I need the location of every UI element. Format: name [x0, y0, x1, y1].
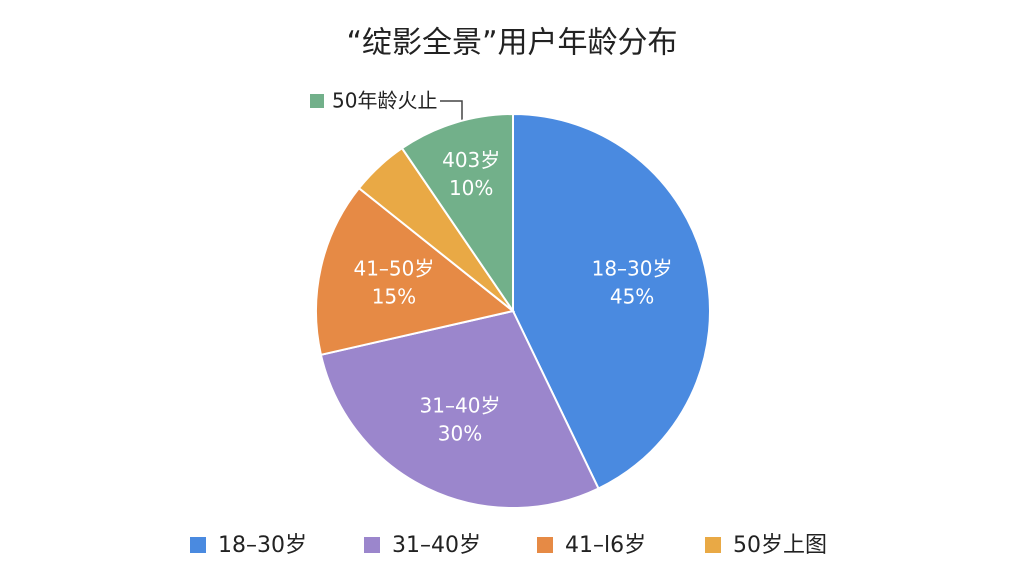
slice-label: 41–50岁 [353, 256, 434, 280]
slice-value-label: 15% [372, 284, 416, 308]
callout-label: 50年龄火止 [332, 89, 437, 113]
legend-label: 41–l6岁 [565, 533, 646, 558]
legend-swatch [537, 537, 553, 553]
legend-swatch [364, 537, 380, 553]
chart-title: “绽影全景”用户年龄分布 [346, 26, 677, 61]
slice-label: 18–30岁 [592, 256, 673, 280]
legend-label: 31–40岁 [392, 533, 481, 558]
pie-slice [400, 112, 514, 315]
pie-slice [319, 309, 600, 509]
slice-value-label: 10% [449, 176, 493, 200]
slice-value-label: 45% [610, 284, 654, 308]
pie-slice [315, 186, 516, 357]
legend-swatch [190, 537, 206, 553]
slice-label: 403岁 [442, 148, 500, 172]
slice-value-label: 30% [438, 422, 482, 446]
legend-swatch [705, 537, 721, 553]
legend-label: 18–30岁 [218, 533, 307, 558]
legend-label: 50岁上图 [733, 533, 827, 558]
slice-label: 31–40岁 [420, 394, 501, 418]
callout-swatch [310, 94, 324, 108]
pie-slice [512, 112, 711, 490]
